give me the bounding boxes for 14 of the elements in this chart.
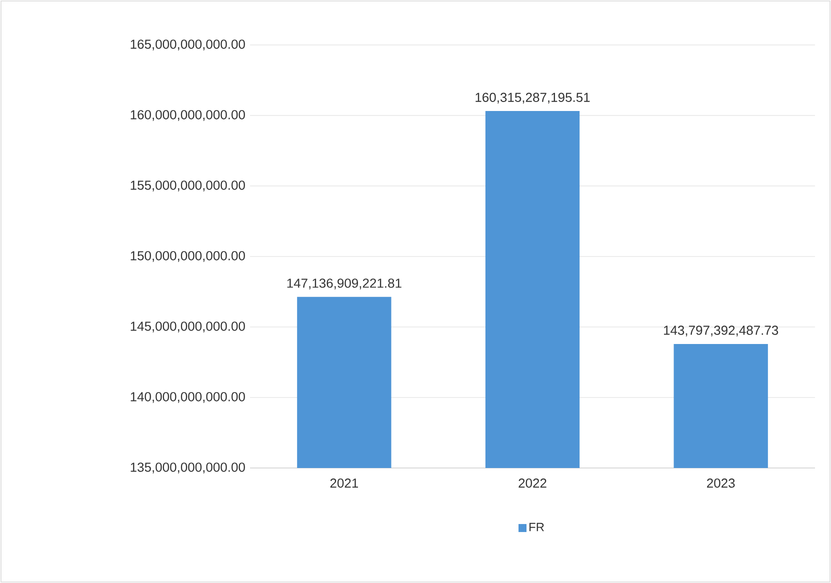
data-label: 143,797,392,487.73: [664, 326, 778, 336]
data-label: 147,136,909,221.81: [287, 278, 402, 290]
y-tick-label: 160,000,000,000.00: [130, 110, 245, 121]
y-tick-label: 155,000,000,000.00: [130, 180, 245, 192]
legend-label: FR: [529, 522, 544, 532]
data-label: 160,315,287,195.51: [476, 92, 590, 104]
y-tick-label: 150,000,000,000.00: [130, 251, 245, 262]
y-tick-label: 145,000,000,000.00: [130, 322, 245, 332]
x-tick-label: 2023: [707, 478, 735, 488]
y-tick-label: 135,000,000,000.00: [130, 462, 245, 474]
y-tick-label: 140,000,000,000.00: [130, 392, 245, 403]
x-tick-label: 2022: [518, 478, 546, 488]
y-tick-label: 165,000,000,000.00: [130, 40, 245, 50]
x-tick-label: 2021: [330, 478, 358, 488]
